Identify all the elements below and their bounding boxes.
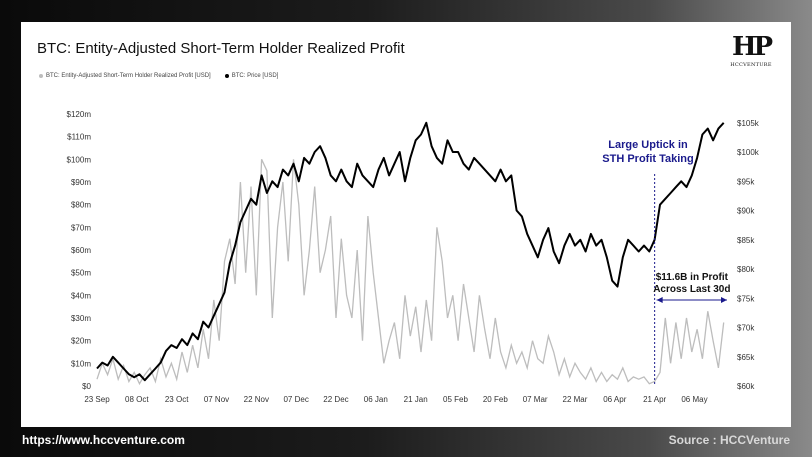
legend-item-profit: BTC: Entity-Adjusted Short-Term Holder R… [39, 73, 211, 79]
y-left-tick-label: $60m [71, 246, 91, 255]
x-tick-label: 06 Jan [364, 395, 388, 404]
x-tick-label: 07 Nov [204, 395, 229, 404]
arrow-left-icon [656, 297, 663, 303]
y-right-tick-label: $90k [737, 207, 755, 216]
legend-dot-price-icon [224, 74, 229, 78]
chart-legend: BTC: Entity-Adjusted Short-Term Holder R… [39, 73, 278, 79]
y-left-tick-label: $110m [67, 133, 91, 142]
x-tick-label: 22 Mar [563, 395, 588, 404]
y-left-tick-label: $80m [71, 201, 91, 210]
y-right-tick-label: $80k [737, 265, 755, 274]
x-tick-label: 21 Apr [643, 395, 666, 404]
y-right-tick-label: $85k [737, 236, 755, 245]
y-left-tick-label: $30m [71, 314, 91, 323]
y-right-tick-label: $100k [737, 148, 760, 157]
annotation-uptick-text: Large Uptick in [608, 139, 688, 151]
x-tick-label: 23 Oct [165, 395, 189, 404]
chart-card: BTC: Entity-Adjusted Short-Term Holder R… [21, 22, 791, 427]
chart-title: BTC: Entity-Adjusted Short-Term Holder R… [37, 40, 405, 57]
legend-label-price: BTC: Price [USD] [231, 73, 279, 79]
footer-source: Source : HCCVenture [668, 433, 790, 447]
x-tick-label: 22 Nov [244, 395, 269, 404]
x-tick-label: 05 Feb [443, 395, 468, 404]
x-tick-label: 07 Mar [523, 395, 548, 404]
annotation-profit-text: $11.6B in Profit [656, 272, 729, 283]
chart-svg: $0 $10m $20m $30m $40m $50m $60m $70m $80m $90m $1… [67, 110, 760, 404]
y-left-tick-label: $40m [71, 291, 91, 300]
series-line-price [96, 121, 725, 382]
x-tick-label: 21 Jan [404, 395, 428, 404]
y-left-tick-label: $50m [71, 269, 91, 278]
x-tick-label: 20 Feb [483, 395, 508, 404]
legend-item-price: BTC: Price [USD] [224, 73, 279, 79]
y-left-tick-label: $10m [71, 359, 91, 368]
y-left-tick-label: $20m [71, 337, 91, 346]
x-tick-label: 08 Oct [125, 395, 149, 404]
y-right-tick-label: $75k [737, 294, 755, 303]
logo-text: HCCVENTURE [730, 62, 772, 68]
x-tick-label: 06 Apr [603, 395, 626, 404]
x-tick-label: 06 May [681, 395, 707, 404]
footer-url[interactable]: https://www.hccventure.com [22, 433, 185, 447]
y-left-tick-label: $0 [82, 382, 91, 391]
y-left-tick-label: $90m [71, 178, 91, 187]
legend-label-profit: BTC: Entity-Adjusted Short-Term Holder R… [46, 73, 211, 79]
x-tick-label: 23 Sep [84, 395, 110, 404]
y-right-tick-label: $105k [737, 119, 760, 128]
y-right-tick-label: $95k [737, 177, 755, 186]
y-left-tick-label: $100m [67, 155, 92, 164]
arrow-right-icon [721, 297, 727, 303]
annotation-uptick-text: STH Profit Taking [602, 153, 693, 165]
logo-mark-icon: HP [731, 32, 773, 62]
y-left-tick-label: $120m [67, 110, 92, 119]
hccventure-logo: HP HCCVENTURE [729, 32, 773, 76]
series-line-profit [96, 159, 725, 386]
x-tick-label: 22 Dec [323, 395, 348, 404]
y-right-tick-label: $65k [737, 353, 755, 362]
legend-dot-profit-icon [39, 74, 43, 78]
y-left-tick-label: $70m [71, 223, 91, 232]
annotation-profit-text: Across Last 30d [653, 284, 730, 295]
y-right-tick-label: $60k [737, 382, 755, 391]
x-tick-label: 07 Dec [283, 395, 308, 404]
y-right-tick-label: $70k [737, 324, 755, 333]
